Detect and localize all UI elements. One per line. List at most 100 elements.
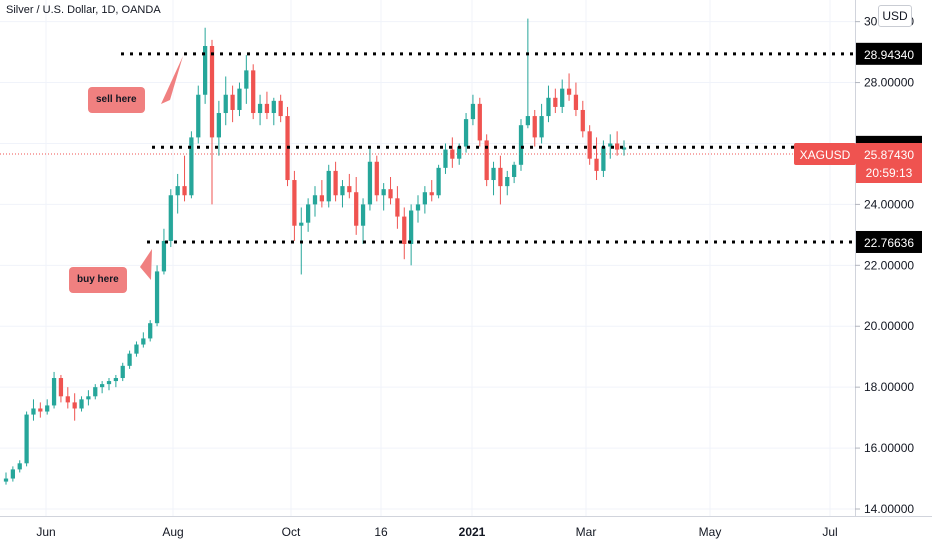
candle-body: [161, 240, 167, 272]
candle-body: [422, 192, 427, 205]
candle-body: [10, 469, 15, 479]
candle-body: [306, 204, 311, 223]
candle-body: [566, 88, 572, 95]
candle-body: [546, 97, 551, 117]
sell-pointer: [161, 56, 183, 104]
candle-body: [457, 146, 462, 159]
candle-body: [381, 189, 386, 196]
candle-body: [436, 167, 441, 196]
candle-body: [257, 103, 263, 114]
candle-body: [79, 399, 84, 409]
candle-body: [251, 70, 256, 114]
candle-body: [65, 396, 70, 403]
price-axis[interactable]: 14.00000 16.00000 18.00000 20.00000 22.00000…: [855, 15, 914, 516]
candle-body: [505, 176, 510, 187]
candle-body: [237, 88, 242, 110]
x-tick-label: 16: [374, 525, 388, 539]
symbol-tag: XAGUSD: [800, 148, 851, 162]
candle-body: [608, 143, 613, 147]
candle-body: [560, 88, 565, 107]
candle-body: [223, 94, 228, 114]
candle-body: [354, 192, 359, 226]
candle-body: [264, 103, 270, 114]
candle-body: [491, 167, 496, 181]
candle-body: [120, 365, 125, 379]
candle-body: [409, 210, 414, 244]
level-label-bg: [856, 230, 922, 253]
x-tick-label: Aug: [162, 525, 183, 539]
candle-body: [106, 381, 112, 385]
candle-body: [230, 94, 235, 110]
candle-body: [271, 100, 276, 114]
currency-button[interactable]: USD: [878, 5, 912, 27]
candle-body: [340, 186, 345, 196]
time-axis[interactable]: Jun Aug Oct 16 2021 Mar May Jul: [36, 525, 837, 539]
candle-body: [450, 149, 455, 159]
candle-body: [17, 463, 22, 470]
candle-body: [367, 161, 373, 205]
level-label-support: 22.76636: [864, 236, 914, 250]
candle-body: [601, 146, 606, 171]
candle-body: [168, 195, 173, 241]
annotation-pointers: [140, 56, 183, 280]
candle-body: [594, 158, 599, 171]
candle-body: [58, 378, 64, 397]
candle-body: [154, 271, 160, 324]
candle-body: [278, 100, 283, 117]
candle-body: [388, 189, 393, 199]
candle-body: [189, 137, 194, 196]
candle-body: [51, 378, 57, 406]
candle-body: [477, 103, 482, 141]
candle-body: [498, 167, 503, 187]
grid: [0, 0, 855, 516]
candle-body: [45, 405, 50, 412]
candle-body: [175, 186, 180, 196]
x-tick-label: May: [699, 525, 722, 539]
level-label-bg: [856, 42, 922, 65]
candle-body: [463, 119, 469, 147]
legend-title: Silver / U.S. Dollar, 1D, OANDA: [6, 4, 161, 16]
candle-body: [134, 344, 139, 354]
y-tick-label: 16.00000: [864, 441, 914, 455]
candle-body: [374, 161, 379, 196]
x-tick-label: Mar: [576, 525, 597, 539]
candle-body: [312, 195, 318, 205]
level-lines: [121, 52, 855, 244]
buy-pointer: [140, 249, 152, 280]
y-tick-label: 14.00000: [864, 502, 914, 516]
candle-body: [182, 186, 187, 196]
y-tick-label: 22.00000: [864, 258, 914, 272]
x-tick-label: Jul: [822, 525, 837, 539]
x-tick-label: Oct: [282, 525, 301, 539]
symbol-tag-bg: [794, 143, 856, 165]
candle-body: [333, 170, 338, 196]
candle-body: [470, 103, 476, 120]
x-tick-label: 2021: [459, 525, 486, 539]
candle-body: [615, 143, 620, 150]
y-tick-label: 20.00000: [864, 319, 914, 333]
candle-body: [415, 204, 421, 211]
candle-body: [443, 149, 448, 168]
candle-body: [24, 414, 29, 464]
candle-body: [244, 70, 249, 89]
candle-body: [518, 125, 524, 165]
last-price-value: 25.87430: [864, 148, 914, 162]
candle-body: [621, 147, 627, 150]
candle-body: [292, 180, 297, 226]
candle-body: [86, 396, 91, 400]
candle-body: [209, 46, 215, 138]
candle-body: [31, 408, 36, 415]
candle-body: [216, 113, 221, 138]
buy-here-note: buy here: [69, 267, 127, 293]
candle-body: [127, 353, 132, 366]
candle-body: [580, 109, 585, 132]
candle-body: [203, 46, 208, 95]
last-price-bg: [856, 143, 922, 183]
candle-body: [141, 338, 146, 345]
y-tick-label: 24.00000: [864, 197, 914, 211]
candle-body: [3, 478, 9, 482]
candle-body: [512, 164, 517, 177]
candle-body: [429, 192, 434, 196]
candle-body: [360, 204, 366, 226]
